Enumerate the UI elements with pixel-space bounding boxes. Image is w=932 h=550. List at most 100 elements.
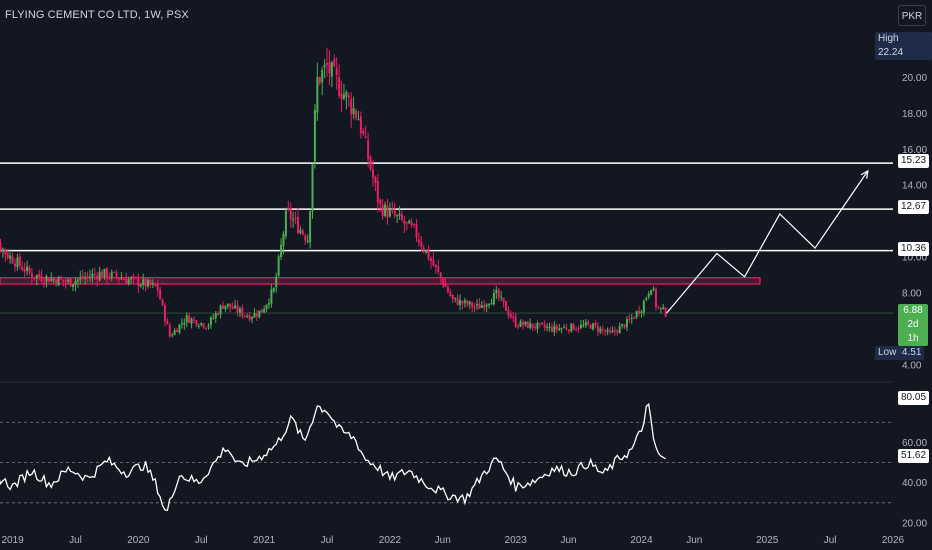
candle-body <box>59 278 62 280</box>
candle-body <box>176 330 179 332</box>
rsi-axis-tick: 60.00 <box>902 438 927 449</box>
candle-body <box>277 256 280 276</box>
candle-body <box>9 255 12 259</box>
candle-body <box>565 327 568 330</box>
candle-body <box>550 326 553 332</box>
candle-body <box>638 310 641 314</box>
candle-body <box>434 264 437 268</box>
candle-body <box>72 284 75 287</box>
candle-body <box>425 250 428 253</box>
candle-body <box>430 258 433 262</box>
candle-body <box>173 330 176 335</box>
time-axis-tick: Jul <box>321 535 334 546</box>
candle-body <box>473 306 476 308</box>
candle-body <box>185 315 188 323</box>
candle-body <box>657 306 660 308</box>
candle-body <box>616 330 619 333</box>
candle-body <box>144 278 147 287</box>
candle-body <box>280 244 283 258</box>
candle-body <box>587 321 590 325</box>
candle-body <box>497 289 500 298</box>
resistance-zone-rect <box>0 277 761 285</box>
candle-body <box>180 323 183 325</box>
candle-body <box>461 301 464 304</box>
candle-body <box>347 95 350 98</box>
candle-body <box>134 276 137 279</box>
candle-body <box>579 324 582 329</box>
low-value: 4.51 <box>901 347 922 358</box>
candle-body <box>555 325 558 330</box>
candle-body <box>253 312 256 318</box>
candle-body <box>47 277 50 283</box>
candle-body <box>386 205 389 218</box>
candle-body <box>596 326 599 332</box>
candle-body <box>536 323 539 329</box>
candle-body <box>270 289 273 304</box>
candle-body <box>645 297 648 300</box>
candle-body <box>139 285 142 287</box>
high-tag: High 22.24 <box>875 32 932 60</box>
chart-title: FLYING CEMENT CO LTD, 1W, PSX <box>5 9 189 21</box>
candle-body <box>306 240 309 242</box>
candle-body <box>502 297 505 302</box>
candle-body <box>664 307 667 317</box>
candle-body <box>618 325 621 334</box>
candle-body <box>76 279 79 282</box>
candle-body <box>410 222 413 226</box>
candle-body <box>159 289 162 300</box>
candle-body <box>490 303 493 305</box>
rsi-last-tag: 51.62 <box>898 449 930 463</box>
time-axis-tick: 2025 <box>756 535 779 546</box>
candle-body <box>226 303 229 306</box>
candle-body <box>662 307 665 309</box>
candle-body <box>132 276 135 278</box>
candle-body <box>313 109 316 162</box>
candle-body <box>23 269 26 272</box>
candle-body <box>342 94 345 99</box>
candle-body <box>243 315 246 317</box>
time-axis-tick: 2024 <box>630 535 653 546</box>
candle-body <box>195 320 198 326</box>
candle-body <box>478 303 481 309</box>
candle-body <box>127 279 130 284</box>
candle-body <box>369 156 372 170</box>
candle-body <box>442 278 445 286</box>
candle-body <box>251 317 254 320</box>
candle-body <box>449 291 452 297</box>
candle-body <box>113 271 116 273</box>
candle-body <box>546 327 549 329</box>
candle-body <box>403 220 406 224</box>
price-axis-tick: 18.00 <box>902 109 927 120</box>
candle-body <box>384 204 387 216</box>
candle-body <box>463 300 466 303</box>
high-label: High <box>878 33 899 44</box>
candle-body <box>398 213 401 216</box>
candle-body <box>156 284 159 291</box>
last-price-countdown: 2d 1h <box>907 319 919 344</box>
candle-body <box>553 325 556 333</box>
candle-body <box>231 306 234 309</box>
candle-body <box>335 67 338 76</box>
candle-body <box>630 317 633 319</box>
candle-body <box>263 309 266 313</box>
projection-line <box>666 170 869 314</box>
candle-body <box>427 248 430 260</box>
candle-body <box>105 268 108 279</box>
currency-button[interactable]: PKR <box>898 5 926 26</box>
time-axis-tick: 2021 <box>253 535 276 546</box>
candle-body <box>444 284 447 287</box>
candle-body <box>512 316 515 318</box>
candle-body <box>147 280 150 287</box>
candle-body <box>355 110 358 118</box>
resistance-zone <box>0 277 761 285</box>
candle-body <box>299 229 302 234</box>
rsi-axis-tick: 40.00 <box>902 478 927 489</box>
candle-body <box>267 302 270 305</box>
candle-body <box>558 328 561 331</box>
candle-body <box>340 93 343 100</box>
time-axis-tick: Jul <box>69 535 82 546</box>
candle-body <box>45 276 48 282</box>
candle-body <box>446 286 449 293</box>
time-axis-tick: 2020 <box>127 535 150 546</box>
